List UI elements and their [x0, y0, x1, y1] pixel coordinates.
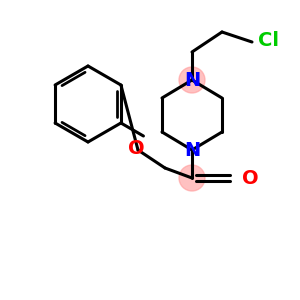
- Text: Cl: Cl: [258, 31, 279, 50]
- Text: N: N: [184, 70, 200, 89]
- Text: N: N: [184, 140, 200, 160]
- Circle shape: [179, 67, 205, 93]
- Text: O: O: [128, 139, 144, 158]
- Text: O: O: [242, 169, 259, 188]
- Circle shape: [179, 165, 205, 191]
